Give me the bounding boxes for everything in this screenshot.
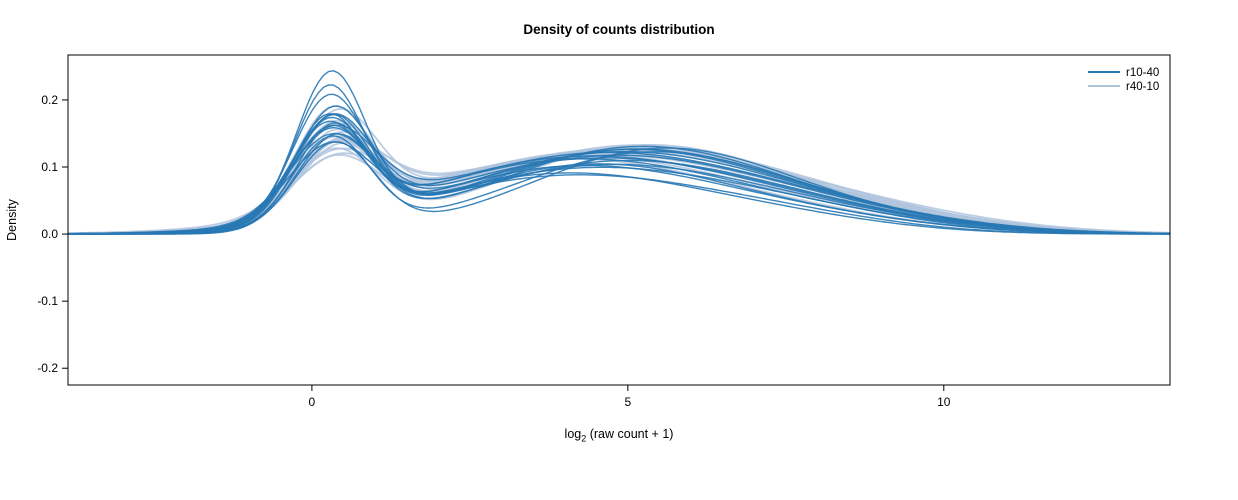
density-curve-r10-40 — [68, 113, 1170, 235]
density-curve-r10-40 — [68, 141, 1170, 235]
axes-layer: 0 5 10 -0.2 -0.1 0.0 0.1 0.2 — [37, 93, 950, 409]
density-curve-r10-40 — [68, 105, 1170, 235]
density-curve-r40-10 — [68, 122, 1170, 235]
density-curve-r40-10 — [68, 105, 1170, 235]
x-axis-label: log2 (raw count + 1) — [68, 427, 1170, 444]
x-tick-label: 0 — [309, 395, 316, 409]
y-tick-label: 0.2 — [41, 93, 58, 107]
x-label-prefix: log — [564, 427, 582, 441]
legend-entry-label: r40-10 — [1126, 81, 1159, 93]
x-label-suffix: (raw count + 1) — [586, 427, 674, 441]
x-label-subscript: 2 — [581, 433, 587, 444]
x-tick-label: 10 — [937, 395, 951, 409]
density-curves-layer — [68, 70, 1170, 235]
density-curve-r40-10 — [68, 119, 1170, 235]
density-curve-r10-40 — [68, 122, 1170, 235]
density-curve-r40-10 — [68, 113, 1170, 235]
density-curve-r10-40 — [68, 113, 1170, 235]
density-curve-r10-40 — [68, 126, 1170, 235]
y-tick-label: 0.1 — [41, 160, 58, 174]
chart-title: Density of counts distribution — [523, 22, 715, 37]
legend: r10-40 r40-10 — [1088, 67, 1159, 93]
density-curve-r10-40 — [68, 124, 1170, 235]
legend-entry-label: r10-40 — [1126, 67, 1159, 79]
density-curve-r10-40 — [68, 84, 1170, 235]
y-tick-label: -0.2 — [37, 361, 58, 375]
density-curve-r10-40 — [68, 113, 1170, 235]
y-tick-label: 0.0 — [41, 227, 58, 241]
y-tick-label: -0.1 — [37, 294, 58, 308]
x-tick-label: 5 — [625, 395, 632, 409]
density-curve-r10-40 — [68, 124, 1170, 235]
density-curve-r10-40 — [68, 120, 1170, 235]
plot-border-box — [67, 54, 1171, 386]
density-curve-r40-10 — [68, 108, 1170, 235]
